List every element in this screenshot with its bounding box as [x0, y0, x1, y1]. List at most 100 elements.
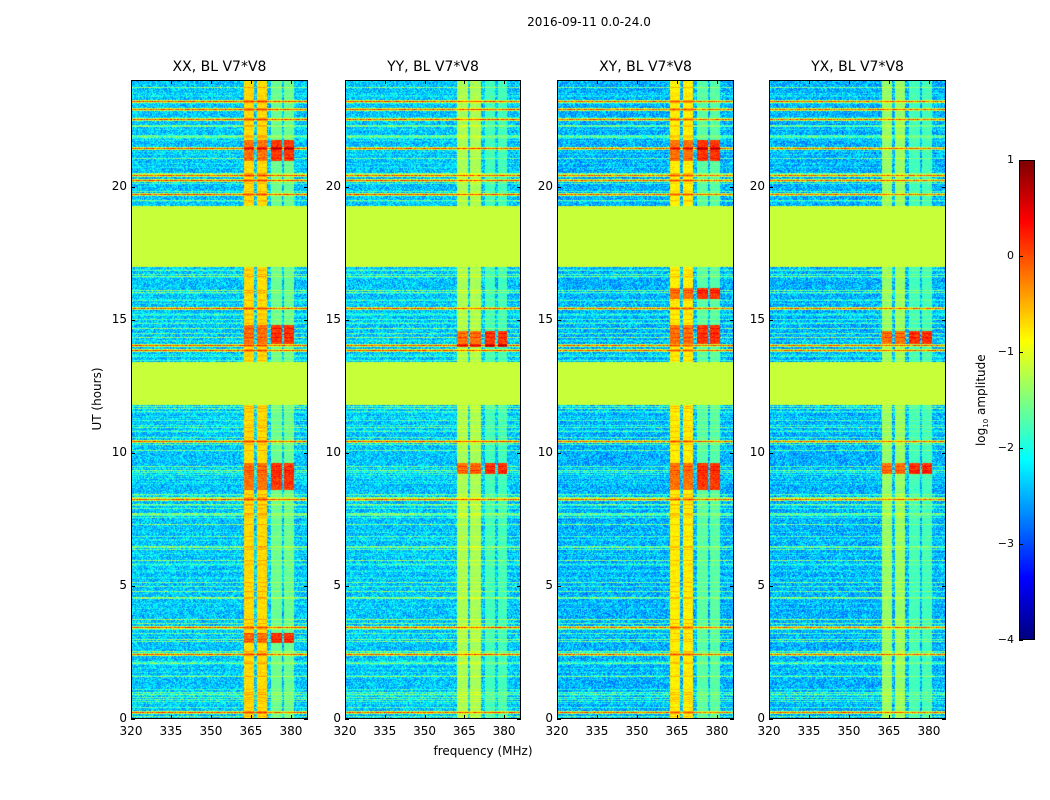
y-tick-mark	[769, 585, 773, 587]
y-tick-mark	[557, 719, 561, 720]
x-tick-label: 365	[452, 724, 476, 738]
y-tick-mark	[131, 585, 135, 587]
y-tick-mark	[557, 452, 561, 454]
y-tick-label: 10	[325, 444, 341, 459]
colorbar-tick-mark	[1019, 160, 1023, 161]
heatmap-panel	[345, 80, 521, 719]
x-tick-label: 380	[917, 724, 941, 738]
x-tick-mark	[888, 80, 890, 84]
colorbar	[1019, 160, 1035, 640]
colorbar-tick-mark	[1019, 448, 1023, 449]
x-tick-mark	[769, 80, 770, 84]
x-tick-mark	[808, 715, 810, 719]
x-tick-mark	[716, 80, 718, 84]
x-tick-mark	[928, 715, 930, 719]
x-tick-mark	[424, 80, 426, 84]
x-tick-mark	[290, 80, 292, 84]
x-tick-mark	[170, 80, 172, 84]
x-tick-mark	[464, 80, 466, 84]
x-tick-mark	[345, 80, 346, 84]
y-tick-label: 5	[119, 577, 127, 592]
y-tick-mark	[730, 585, 734, 587]
y-axis-label: UT (hours)	[90, 367, 104, 431]
y-tick-mark	[304, 585, 308, 587]
x-tick-mark	[676, 80, 678, 84]
colorbar-tick-label: −2	[997, 441, 1014, 454]
y-tick-label: 15	[325, 311, 341, 326]
x-tick-label: 380	[279, 724, 303, 738]
y-tick-label: 0	[757, 711, 765, 725]
x-tick-mark	[848, 715, 850, 719]
heatmap-panel	[769, 80, 946, 719]
panel-title: XX, BL V7*V8	[172, 59, 267, 75]
colorbar-tick-mark	[1019, 640, 1023, 641]
x-tick-mark	[636, 80, 638, 84]
x-tick-label: 320	[545, 724, 569, 738]
y-tick-mark	[942, 319, 946, 321]
x-tick-mark	[210, 80, 212, 84]
y-tick-mark	[517, 452, 521, 454]
colorbar-tick-mark	[1019, 544, 1023, 545]
y-tick-mark	[345, 186, 349, 188]
y-tick-mark	[345, 319, 349, 321]
colorbar-tick-mark	[1019, 352, 1023, 353]
x-tick-mark	[596, 715, 598, 719]
x-tick-label: 350	[413, 724, 436, 738]
y-tick-mark	[131, 452, 135, 454]
heatmap-panel	[131, 80, 308, 719]
y-tick-mark	[942, 452, 946, 454]
panel-title: YY, BL V7*V8	[387, 59, 479, 75]
y-tick-label: 5	[333, 577, 341, 592]
heatmap-panel	[557, 80, 734, 719]
y-tick-mark	[942, 719, 946, 720]
y-tick-label: 20	[111, 178, 127, 193]
x-tick-label: 320	[757, 724, 781, 738]
y-tick-mark	[769, 719, 773, 720]
colorbar-tick-label: 0	[1007, 249, 1014, 262]
y-tick-mark	[131, 319, 135, 321]
x-tick-mark	[250, 80, 252, 84]
x-tick-mark	[808, 80, 810, 84]
heatmap-canvas	[558, 81, 733, 718]
panel-title: XY, BL V7*V8	[599, 59, 692, 75]
y-tick-label: 0	[545, 711, 553, 725]
x-tick-mark	[636, 715, 638, 719]
x-tick-label: 335	[585, 724, 609, 738]
x-tick-mark	[210, 715, 212, 719]
heatmap-canvas	[770, 81, 945, 718]
y-tick-label: 15	[111, 311, 127, 326]
x-tick-label: 320	[119, 724, 143, 738]
heatmap-canvas	[346, 81, 520, 718]
x-tick-mark	[557, 715, 558, 719]
y-tick-label: 5	[545, 577, 553, 592]
y-tick-mark	[131, 719, 135, 720]
x-tick-mark	[170, 715, 172, 719]
x-tick-mark	[384, 80, 386, 84]
x-tick-label: 365	[239, 724, 263, 738]
y-tick-mark	[730, 319, 734, 321]
y-tick-mark	[557, 585, 561, 587]
x-tick-label: 365	[877, 724, 901, 738]
y-tick-label: 10	[537, 444, 553, 459]
x-tick-mark	[504, 80, 506, 84]
y-tick-mark	[131, 186, 135, 188]
colorbar-tick-mark	[1019, 256, 1023, 257]
y-tick-label: 0	[333, 711, 341, 725]
x-tick-mark	[131, 715, 132, 719]
y-tick-mark	[517, 585, 521, 587]
y-tick-mark	[942, 186, 946, 188]
x-tick-label: 350	[625, 724, 649, 738]
y-tick-mark	[730, 186, 734, 188]
y-tick-mark	[769, 452, 773, 454]
y-tick-mark	[769, 319, 773, 321]
y-tick-label: 20	[325, 178, 341, 193]
y-tick-label: 5	[757, 577, 765, 592]
x-tick-mark	[928, 80, 930, 84]
x-tick-label: 335	[373, 724, 397, 738]
y-tick-mark	[517, 319, 521, 321]
x-tick-mark	[131, 80, 132, 84]
x-tick-mark	[250, 715, 252, 719]
y-tick-label: 20	[749, 178, 765, 193]
x-tick-label: 350	[199, 724, 223, 738]
y-tick-mark	[304, 186, 308, 188]
